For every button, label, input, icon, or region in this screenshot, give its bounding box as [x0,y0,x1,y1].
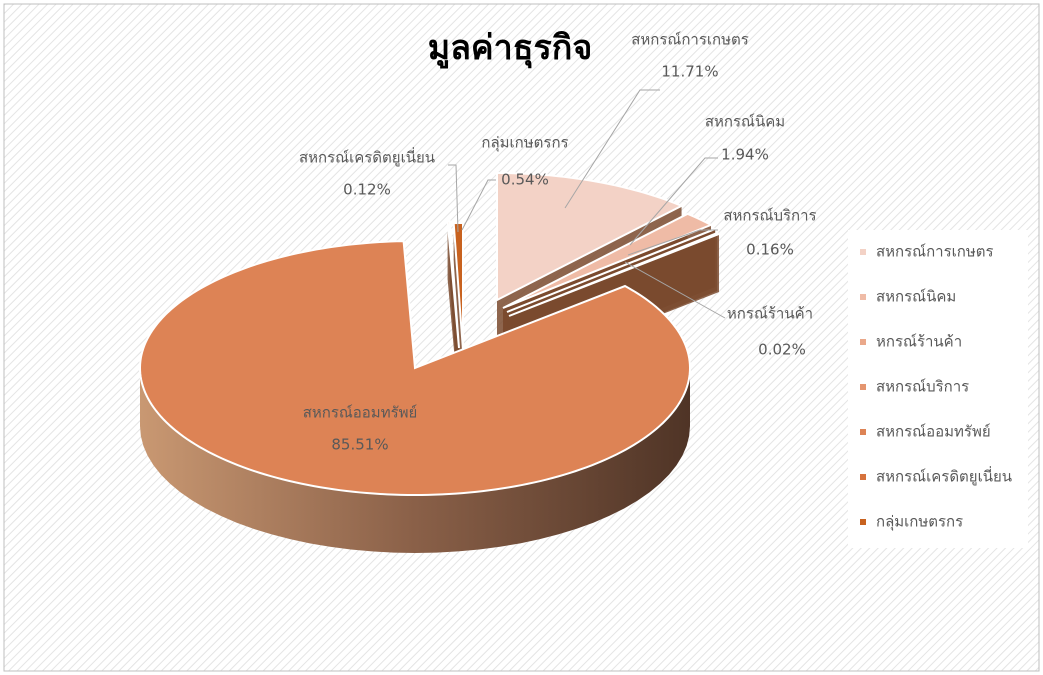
legend-marker [860,294,866,300]
slice [446,220,460,349]
data-label-value: 85.51% [331,436,388,454]
data-label-name: สหกรณ์นิคม [705,113,785,131]
data-label-value: 11.71% [661,63,718,81]
legend-marker [860,519,866,525]
legend-marker [860,474,866,480]
legend-marker [860,249,866,255]
legend-label: สหกรณ์ออมทรัพย์ [876,423,991,441]
slice [139,240,691,497]
legend-marker [860,339,866,345]
slice-wall [140,368,690,553]
data-label-name: หกรณ์ร้านค้า [727,305,813,323]
slice [506,227,718,313]
leader-line [564,89,660,209]
legend-label: หกรณ์ร้านค้า [876,333,962,351]
data-label-value: 0.54% [501,171,549,189]
data-label-name: สหกรณ์บริการ [723,207,816,225]
data-label-name: สหกรณ์ออมทรัพย์ [303,404,418,422]
data-label-name: กลุ่มเกษตรกร [481,134,568,153]
legend-label: สหกรณ์เครดิตยูเนี่ยน [876,466,1012,486]
slice [502,212,714,309]
legend-label: สหกรณ์นิคม [876,288,956,306]
legend-marker [860,429,866,435]
leader-line [461,179,496,231]
leader-line [627,229,718,256]
labels: สหกรณ์การเกษตร 11.71% สหกรณ์นิคม 1.94% หกรณ์… [299,31,1012,532]
data-label-value: 0.16% [746,241,794,259]
data-label-value: 1.94% [721,146,769,164]
legend-marker [860,384,866,390]
data-label-value: 0.12% [343,181,391,199]
data-label-value: 0.02% [758,341,806,359]
leader-line [448,164,459,233]
data-label-name: สหกรณ์การเกษตร [631,31,749,49]
chart-title: มูลค่าธุรกิจ [428,28,593,69]
slice [496,171,684,302]
leader-line [629,157,718,246]
pie [139,171,722,553]
data-label-name: สหกรณ์เครดิตยูเนี่ยน [299,147,435,167]
legend-label: สหกรณ์บริการ [876,378,969,396]
slice [508,231,722,317]
legend-box [848,230,1028,548]
legend-label: กลุ่มเกษตรกร [876,513,963,532]
slice [452,221,464,351]
leader-line [624,261,726,319]
legend-label: สหกรณ์การเกษตร [876,243,994,261]
